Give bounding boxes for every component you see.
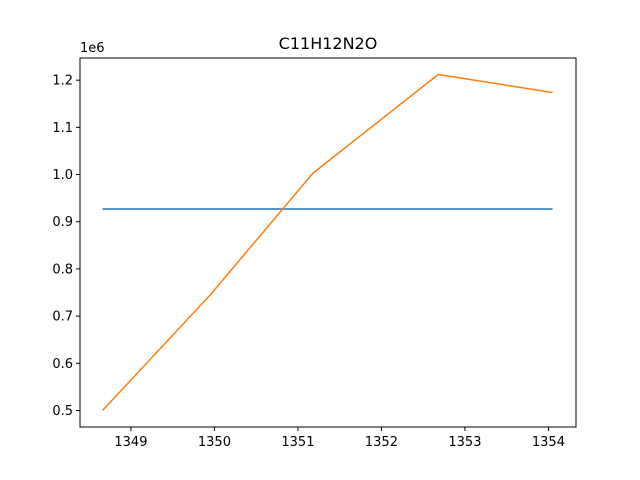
x-axis: 1349 1350 1351 1352 1353 1354 [114, 427, 565, 450]
y-tick-label: 0.8 [52, 262, 73, 277]
x-tick-label: 1350 [198, 435, 231, 450]
y-offset-label: 1e6 [80, 41, 105, 56]
y-tick-label: 1.0 [52, 168, 73, 183]
x-tick-label: 1349 [114, 435, 147, 450]
series-layer [102, 73, 553, 411]
y-tick-label: 0.7 [52, 310, 73, 325]
y-tick-label: 1.2 [52, 74, 73, 89]
y-tick-label: 0.9 [52, 215, 73, 230]
series-line-2 [102, 73, 553, 411]
x-tick-label: 1353 [448, 435, 481, 450]
x-tick-label: 1354 [532, 435, 565, 450]
y-axis: 0.5 0.6 0.7 0.8 0.9 1.0 1.1 1.2 [52, 74, 80, 419]
chart-title: C11H12N2O [279, 34, 378, 53]
y-tick-label: 0.5 [52, 404, 73, 419]
plot-area [80, 58, 576, 427]
axes-frame [79, 57, 577, 428]
x-tick-label: 1352 [365, 435, 398, 450]
x-tick-label: 1351 [281, 435, 314, 450]
axes-background [80, 58, 576, 427]
axes-border [79, 57, 577, 428]
y-tick-label: 0.6 [52, 357, 73, 372]
y-tick-label: 1.1 [52, 121, 73, 136]
